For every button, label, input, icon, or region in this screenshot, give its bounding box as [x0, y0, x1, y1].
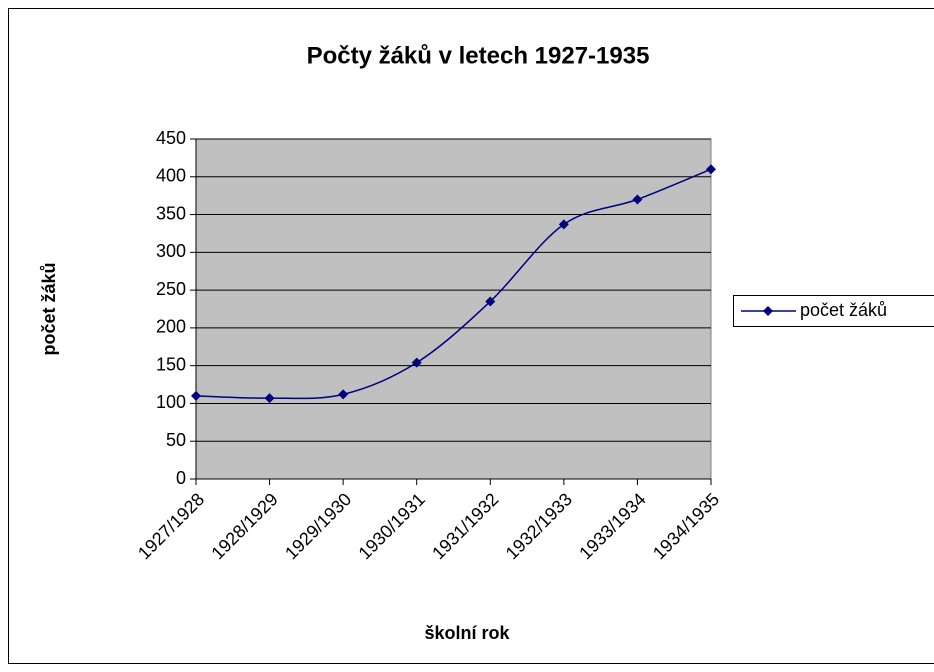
y-tick-label: 0 — [176, 468, 186, 488]
y-tick-label: 200 — [156, 317, 186, 337]
y-tick-label: 100 — [156, 392, 186, 412]
marker — [632, 194, 643, 205]
y-tick-label: 400 — [156, 166, 186, 186]
marker — [706, 164, 716, 175]
line — [195, 168, 712, 400]
y-tick-label: 150 — [156, 354, 186, 374]
legend-marker — [763, 306, 773, 316]
marker — [264, 393, 275, 404]
legend-label: počet žáků — [800, 300, 887, 320]
y-axis-label: počet žáků — [39, 262, 59, 355]
y-tick-label: 250 — [156, 279, 186, 299]
plot-area — [195, 138, 712, 480]
y-tick-label: 50 — [166, 430, 186, 450]
x-axis-label: školní rok — [424, 623, 510, 643]
marker — [411, 357, 422, 368]
y-tick-label: 300 — [156, 241, 186, 261]
y-tick-label: 450 — [156, 128, 186, 148]
marker — [558, 219, 569, 230]
marker — [338, 389, 349, 400]
y-tick-label: 350 — [156, 203, 186, 223]
marker — [485, 296, 496, 307]
chart-title: Počty žáků v letech 1927-1935 — [307, 42, 650, 69]
marker — [191, 390, 201, 401]
